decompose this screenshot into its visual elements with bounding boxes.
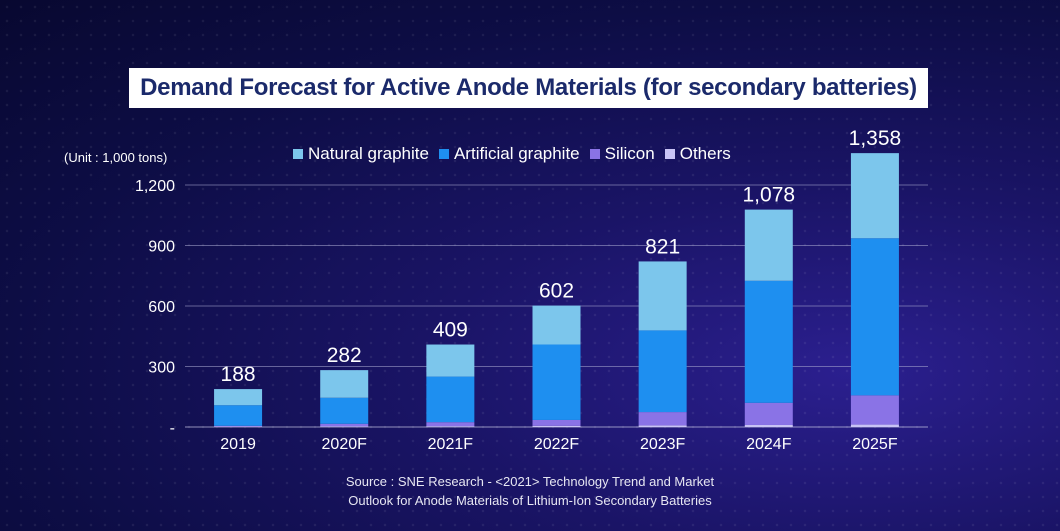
legend-label-others: Others (679, 144, 731, 163)
bar-segment-silicon (744, 402, 793, 425)
y-tick-label: 900 (148, 239, 175, 256)
bar-segment-silicon (532, 419, 581, 426)
bar-total-label: 1,358 (849, 127, 902, 150)
x-tick-label: 2025F (852, 436, 898, 453)
bar-segment-others (850, 424, 899, 427)
bar-total-label: 1,078 (743, 184, 796, 207)
legend-item-others: Others (664, 144, 731, 164)
unit-label: (Unit : 1,000 tons) (64, 150, 168, 165)
y-tick-label: - (170, 420, 175, 437)
source-line-1: Source : SNE Research - <2021> Technolog… (345, 474, 715, 489)
bar-segment-artificial (744, 280, 793, 403)
bar-segment-artificial (850, 238, 899, 396)
bar-segment-silicon (214, 425, 263, 427)
legend-label-artificial-graphite: Artificial graphite (453, 144, 580, 163)
source-line-2: Outlook for Anode Materials of Lithium-I… (348, 493, 712, 508)
legend-label-silicon: Silicon (604, 144, 655, 163)
bar-segment-artificial (638, 330, 687, 413)
bar-segment-silicon (850, 395, 899, 425)
bar-segment-natural (426, 344, 475, 377)
source-note: Source : SNE Research - <2021> Technolog… (0, 472, 1060, 510)
bar-total-label: 188 (221, 363, 256, 386)
y-tick-label: 1,200 (135, 178, 175, 195)
x-tick-label: 2024F (746, 436, 792, 453)
bar-total-label: 821 (645, 235, 680, 258)
bar-segment-natural (744, 209, 793, 281)
legend-swatch-natural (293, 149, 303, 159)
bar-segment-others (638, 425, 687, 427)
bar-total-label: 282 (327, 344, 362, 367)
legend-item-artificial-graphite: Artificial graphite (438, 144, 580, 164)
bar-segment-silicon (426, 422, 475, 427)
title-banner: Demand Forecast for Active Anode Materia… (129, 68, 928, 108)
y-tick-label: 300 (148, 360, 175, 377)
bar-segment-natural (214, 389, 263, 406)
bar-segment-natural (638, 261, 687, 331)
bar-segment-artificial (426, 376, 475, 423)
y-tick-label: 600 (148, 299, 175, 316)
x-tick-label: 2020F (322, 436, 368, 453)
legend-item-natural-graphite: Natural graphite (293, 144, 429, 164)
bar-total-label: 409 (433, 319, 468, 342)
bar-segment-others (426, 426, 475, 427)
bar-segment-artificial (320, 397, 369, 424)
legend-label-natural-graphite: Natural graphite (308, 144, 429, 163)
bar-segment-natural (532, 305, 581, 345)
bar-segment-others (744, 424, 793, 427)
bar-segment-artificial (532, 344, 581, 420)
bar-segment-silicon (320, 423, 369, 427)
bar-segment-others (532, 425, 581, 427)
legend-swatch-artificial (438, 149, 449, 159)
x-tick-label: 2023F (640, 436, 686, 453)
bar-total-label: 602 (539, 280, 574, 303)
x-tick-label: 2021F (428, 436, 474, 453)
x-tick-label: 2019 (220, 436, 256, 453)
legend-swatch-others (664, 149, 675, 159)
bar-segment-others (320, 426, 369, 427)
legend: Natural graphite Artificial graphite Sil… (293, 143, 731, 165)
chart-title: Demand Forecast for Active Anode Materia… (140, 74, 917, 101)
bar-segment-natural (850, 153, 899, 239)
bar-segment-silicon (638, 412, 687, 426)
legend-item-silicon: Silicon (589, 144, 655, 164)
legend-swatch-silicon (589, 149, 600, 159)
bar-segment-artificial (214, 405, 263, 426)
x-tick-label: 2022F (534, 436, 580, 453)
bar-segment-natural (320, 370, 369, 398)
